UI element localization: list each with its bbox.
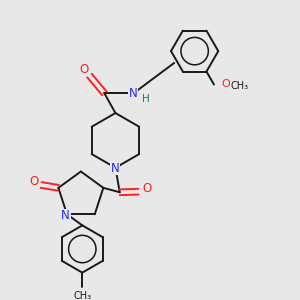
Text: N: N — [61, 209, 70, 222]
Text: H: H — [142, 94, 149, 103]
Text: CH₃: CH₃ — [231, 81, 249, 91]
Text: CH₃: CH₃ — [73, 291, 92, 300]
Text: N: N — [129, 87, 138, 100]
Text: O: O — [222, 79, 230, 89]
Text: N: N — [111, 162, 120, 175]
Text: O: O — [142, 182, 151, 195]
Text: O: O — [29, 175, 38, 188]
Text: O: O — [80, 63, 89, 76]
